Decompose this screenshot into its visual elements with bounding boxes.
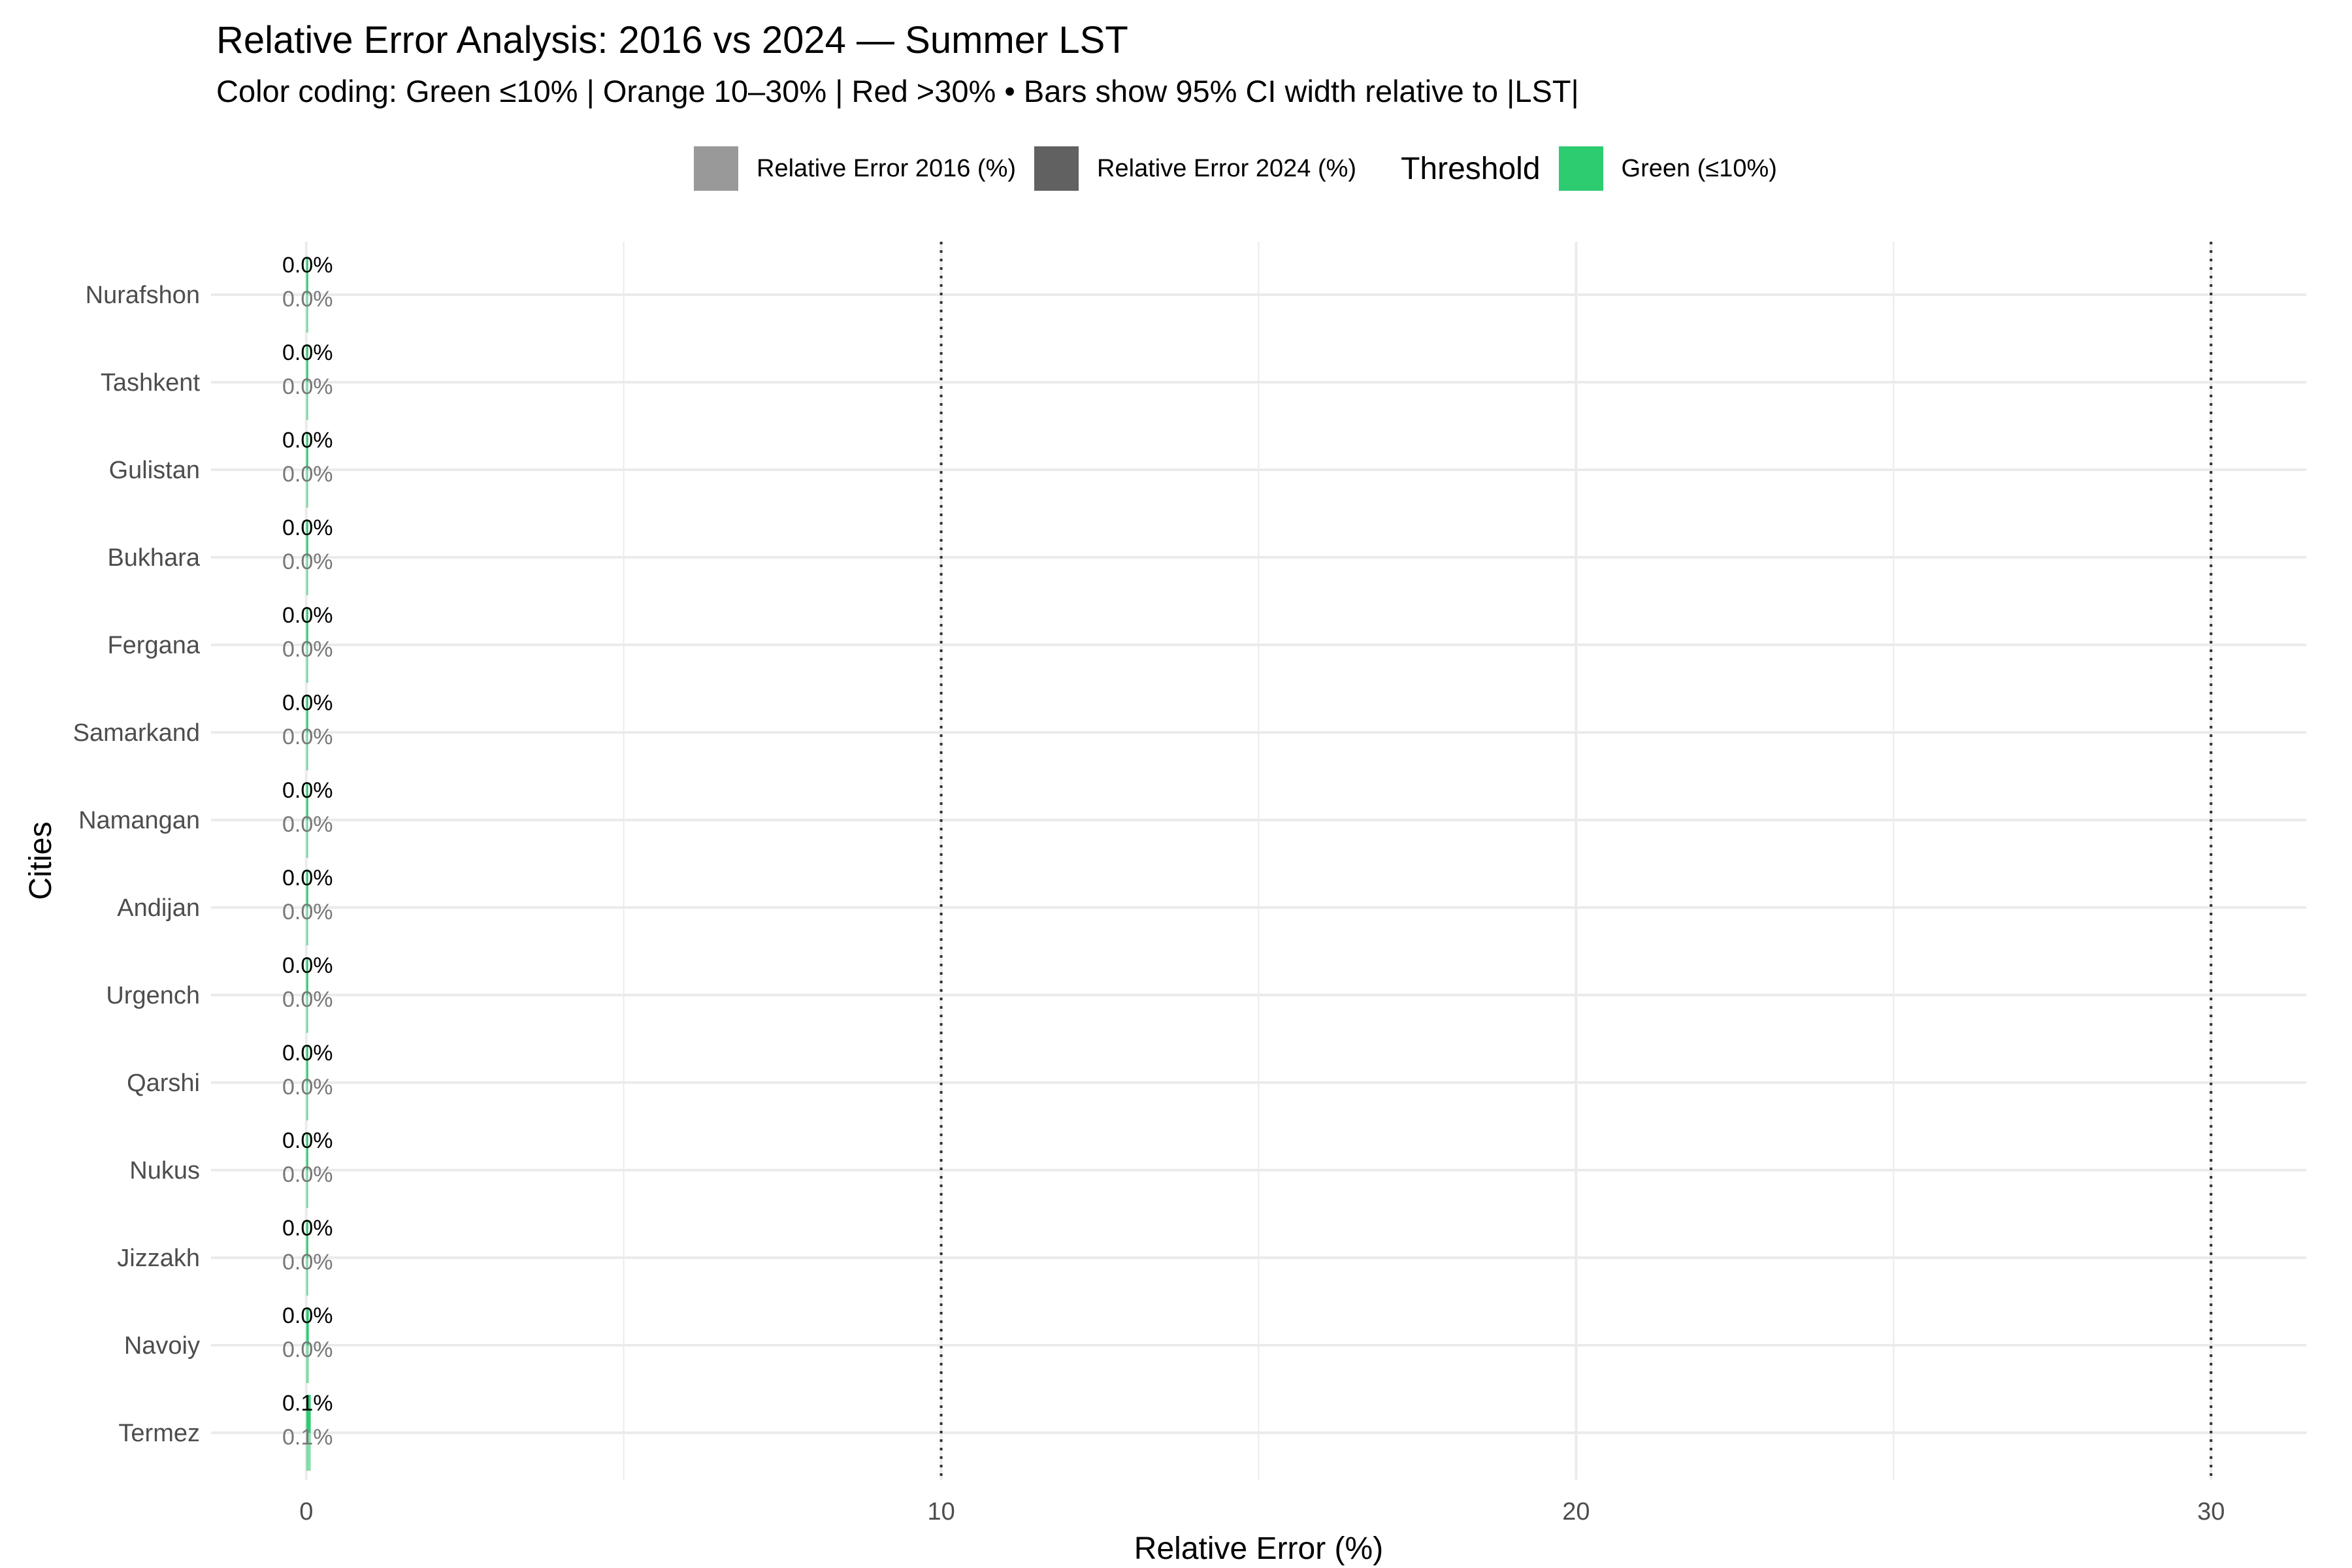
legend-item-2024: Relative Error 2024 (%) xyxy=(1034,146,1356,191)
bar-2024-fergana xyxy=(306,607,308,645)
data-label-2024-jizzakh: 0.0% xyxy=(282,1216,333,1241)
y-tick-label-jizzakh: Jizzakh xyxy=(117,1245,200,1272)
data-label-2024-qarshi: 0.0% xyxy=(282,1041,333,1066)
legend-key-green xyxy=(1558,146,1603,191)
data-label-2016-nurafshon: 0.0% xyxy=(282,287,333,312)
y-tick-label-nukus: Nukus xyxy=(129,1157,200,1184)
data-label-2024-navoiy: 0.0% xyxy=(282,1303,333,1328)
bar-2016-namangan xyxy=(306,820,308,858)
chart-subtitle: Color coding: Green ≤10% | Orange 10–30%… xyxy=(216,74,1579,108)
data-label-2024-namangan: 0.0% xyxy=(282,778,333,803)
bar-2024-tashkent xyxy=(306,344,308,382)
y-tick-label-andijan: Andijan xyxy=(117,894,200,922)
axis-layer: Nurafshon Tashkent Gulistan Bukhara Fergana S… xyxy=(24,282,2225,1566)
bar-2016-nurafshon xyxy=(306,295,308,333)
label-layer: 0.0% 0.0% 0.0% 0.0% 0.0% 0.0% 0.0% 0.0% 0.0% 0.0%… xyxy=(282,253,333,1450)
data-label-2024-gulistan: 0.0% xyxy=(282,428,333,453)
data-label-2016-qarshi: 0.0% xyxy=(282,1075,333,1100)
legend-threshold-title: Threshold xyxy=(1401,151,1541,186)
data-label-2024-nukus: 0.0% xyxy=(282,1128,333,1153)
bar-2024-jizzakh xyxy=(306,1220,308,1258)
bar-2016-navoiy xyxy=(306,1345,309,1383)
data-label-2016-gulistan: 0.0% xyxy=(282,462,333,487)
y-tick-label-gulistan: Gulistan xyxy=(109,457,200,484)
bar-2024-urgench xyxy=(306,957,308,995)
data-label-2016-andijan: 0.0% xyxy=(282,900,333,924)
bar-2016-termez xyxy=(306,1433,311,1471)
bar-2016-bukhara xyxy=(306,557,308,595)
data-label-2016-urgench: 0.0% xyxy=(282,987,333,1012)
bar-2024-samarkand xyxy=(306,694,308,732)
bar-2024-termez xyxy=(306,1395,311,1433)
bar-2024-andijan xyxy=(306,870,308,907)
grid-layer xyxy=(211,242,2306,1480)
data-label-2024-bukhara: 0.0% xyxy=(282,515,333,540)
bar-2016-fergana xyxy=(306,645,308,683)
data-label-2016-nukus: 0.0% xyxy=(282,1162,333,1187)
data-label-2024-tashkent: 0.0% xyxy=(282,340,333,365)
x-tick-label-0: 0 xyxy=(299,1498,313,1526)
x-axis-title: Relative Error (%) xyxy=(1134,1531,1383,1566)
legend-key-2024 xyxy=(1034,146,1079,191)
data-label-2016-termez: 0.1% xyxy=(282,1425,333,1450)
legend-label-green: Green (≤10%) xyxy=(1621,154,1777,182)
bar-2016-gulistan xyxy=(306,470,308,508)
data-label-2016-fergana: 0.0% xyxy=(282,637,333,662)
bar-2024-nurafshon xyxy=(306,257,308,295)
data-label-2024-andijan: 0.0% xyxy=(282,866,333,890)
bar-2016-samarkand xyxy=(306,732,308,770)
data-label-2016-bukhara: 0.0% xyxy=(282,549,333,574)
y-tick-label-termez: Termez xyxy=(118,1420,200,1447)
bar-2024-navoiy xyxy=(306,1307,309,1345)
legend-item-2016: Relative Error 2016 (%) xyxy=(694,146,1016,191)
bar-2016-urgench xyxy=(306,995,308,1033)
data-label-2016-samarkand: 0.0% xyxy=(282,725,333,749)
x-tick-label-20: 20 xyxy=(1562,1498,1590,1526)
data-label-2024-nurafshon: 0.0% xyxy=(282,253,333,278)
bar-2024-nukus xyxy=(306,1132,308,1170)
data-label-2016-jizzakh: 0.0% xyxy=(282,1250,333,1275)
y-tick-label-qarshi: Qarshi xyxy=(127,1070,200,1097)
bar-2016-andijan xyxy=(306,907,308,945)
chart-title: Relative Error Analysis: 2016 vs 2024 — … xyxy=(216,19,1128,61)
legend-key-2016 xyxy=(694,146,738,191)
legend-label-2016: Relative Error 2016 (%) xyxy=(757,154,1017,182)
y-tick-label-navoiy: Navoiy xyxy=(124,1332,200,1360)
y-axis-title: Cities xyxy=(24,821,58,900)
bar-2016-nukus xyxy=(306,1170,308,1208)
bar-2024-bukhara xyxy=(306,519,308,557)
bar-2016-qarshi xyxy=(306,1083,308,1120)
bar-2024-gulistan xyxy=(306,432,308,470)
bar-layer xyxy=(306,257,311,1471)
y-tick-label-bukhara: Bukhara xyxy=(107,544,200,572)
x-tick-label-10: 10 xyxy=(927,1498,955,1526)
bar-2016-jizzakh xyxy=(306,1258,308,1296)
y-tick-label-samarkand: Samarkand xyxy=(73,719,200,747)
legend-item-green: Green (≤10%) xyxy=(1558,146,1777,191)
data-label-2016-tashkent: 0.0% xyxy=(282,374,333,399)
data-label-2024-fergana: 0.0% xyxy=(282,603,333,628)
data-label-2024-urgench: 0.0% xyxy=(282,953,333,978)
bar-2024-qarshi xyxy=(306,1045,308,1083)
y-tick-label-nurafshon: Nurafshon xyxy=(86,282,200,309)
threshold-layer xyxy=(939,242,2213,1480)
y-tick-label-urgench: Urgench xyxy=(106,982,200,1009)
data-label-2016-navoiy: 0.0% xyxy=(282,1337,333,1362)
y-tick-label-fergana: Fergana xyxy=(107,632,200,659)
bar-2016-tashkent xyxy=(306,382,308,420)
x-tick-label-30: 30 xyxy=(2197,1498,2225,1526)
y-tick-label-namangan: Namangan xyxy=(78,807,200,834)
bar-2024-namangan xyxy=(306,782,308,820)
data-label-2024-termez: 0.1% xyxy=(282,1391,333,1416)
data-label-2016-namangan: 0.0% xyxy=(282,812,333,837)
legend-label-2024: Relative Error 2024 (%) xyxy=(1097,154,1357,182)
legend: Relative Error 2016 (%) Relative Error 2… xyxy=(694,145,1795,192)
y-tick-label-tashkent: Tashkent xyxy=(101,369,201,397)
data-label-2024-samarkand: 0.0% xyxy=(282,691,333,715)
